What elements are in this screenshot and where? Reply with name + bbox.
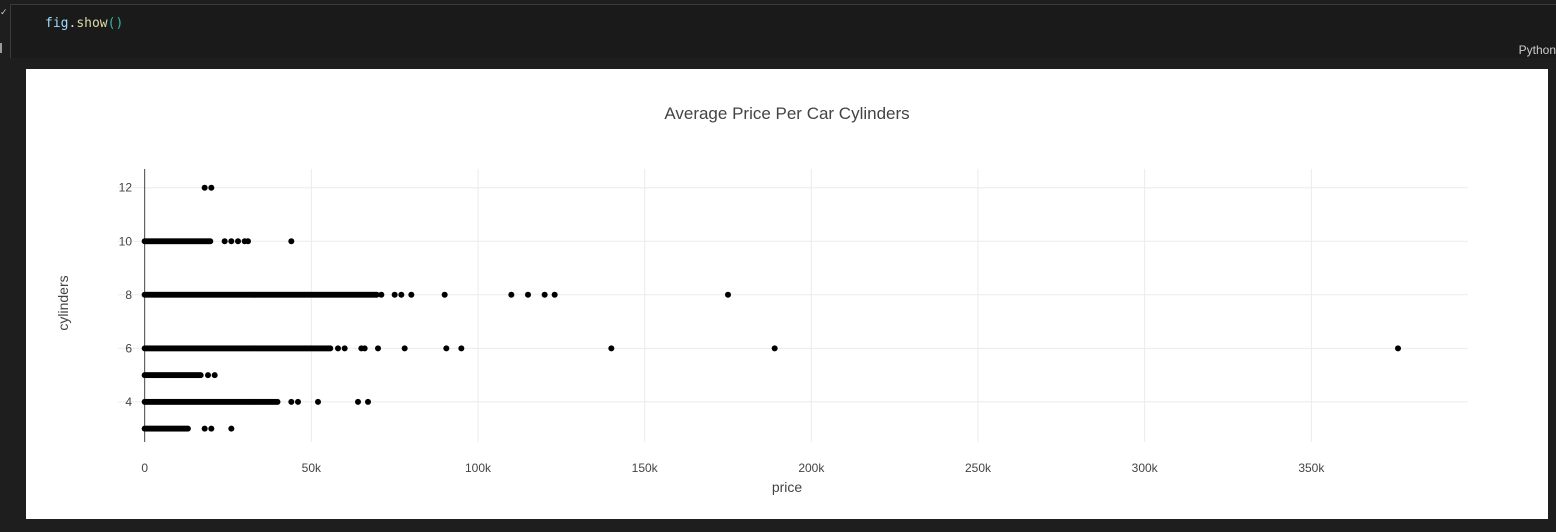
data-point (551, 291, 558, 298)
data-point (295, 398, 301, 405)
x-tick-label: 250k (965, 461, 992, 475)
y-axis-label: cylinders (55, 275, 71, 330)
data-point (398, 291, 405, 298)
scatter-chart: 0 50k 100k 150k 200k 250k 300k 350k 4 6 8 10 12 Ave… (55, 104, 1468, 495)
data-point (335, 345, 341, 352)
code-variable: fig (45, 16, 69, 31)
data-point (525, 291, 531, 298)
data-point (443, 345, 450, 352)
data-point (361, 345, 368, 352)
x-tick-label: 200k (798, 461, 825, 475)
data-point (228, 238, 235, 245)
points-layer (141, 184, 1401, 432)
x-tick-label: 100k (465, 461, 492, 475)
data-point (541, 291, 548, 298)
data-point (378, 291, 385, 298)
data-point (245, 238, 251, 245)
data-point (391, 291, 398, 298)
data-point (228, 425, 235, 432)
data-point (771, 345, 778, 352)
chart-title: Average Price Per Car Cylinders (664, 104, 909, 123)
code-cell[interactable]: fig.show() Python (10, 4, 1556, 58)
data-point (355, 398, 361, 405)
data-point (608, 345, 615, 352)
data-point (288, 238, 295, 245)
code-dot: . (68, 16, 77, 31)
data-point (201, 184, 208, 191)
data-point (205, 372, 211, 379)
data-point (211, 372, 218, 379)
y-tick-label: 12 (119, 181, 133, 195)
y-tick-label: 8 (125, 288, 132, 302)
data-point (315, 398, 321, 405)
cell-gutter: ✓ (0, 0, 10, 532)
data-point (1395, 345, 1401, 352)
x-tick-labels: 0 50k 100k 150k 200k 250k 300k 350k (141, 461, 1325, 475)
data-point (197, 372, 204, 379)
data-point (221, 238, 228, 245)
data-point (375, 345, 381, 352)
data-point (373, 291, 380, 298)
code-line[interactable]: fig.show() (45, 16, 123, 31)
data-point (341, 345, 348, 352)
data-point (274, 398, 281, 405)
data-point (725, 291, 731, 298)
data-point (401, 345, 408, 352)
data-point (201, 425, 208, 432)
x-tick-label: 350k (1298, 461, 1325, 475)
code-parens: () (107, 16, 124, 31)
data-point (508, 291, 515, 298)
x-axis-label: price (772, 479, 803, 495)
data-point (235, 238, 241, 245)
data-point (408, 291, 415, 298)
x-tick-label: 50k (302, 461, 322, 475)
data-point (458, 345, 465, 352)
cell-output: 0 50k 100k 150k 200k 250k 300k 350k 4 6 8 10 12 Ave… (26, 69, 1548, 519)
x-tick-label: 300k (1132, 461, 1159, 475)
data-point (327, 345, 334, 352)
code-function: show (76, 16, 108, 31)
check-icon: ✓ (0, 8, 8, 18)
data-point (207, 238, 214, 245)
y-tick-labels: 4 6 8 10 12 (119, 181, 133, 409)
x-tick-label: 150k (632, 461, 659, 475)
data-point (441, 291, 448, 298)
language-label[interactable]: Python (1518, 43, 1556, 57)
execution-marker (0, 43, 2, 53)
y-tick-label: 4 (125, 395, 132, 409)
y-tick-label: 6 (125, 341, 132, 355)
data-point (208, 425, 215, 432)
data-point (288, 398, 295, 405)
data-point (184, 425, 191, 432)
y-tick-label: 10 (119, 234, 133, 248)
data-point (365, 398, 371, 405)
data-point (208, 184, 215, 191)
x-tick-label: 0 (141, 461, 148, 475)
